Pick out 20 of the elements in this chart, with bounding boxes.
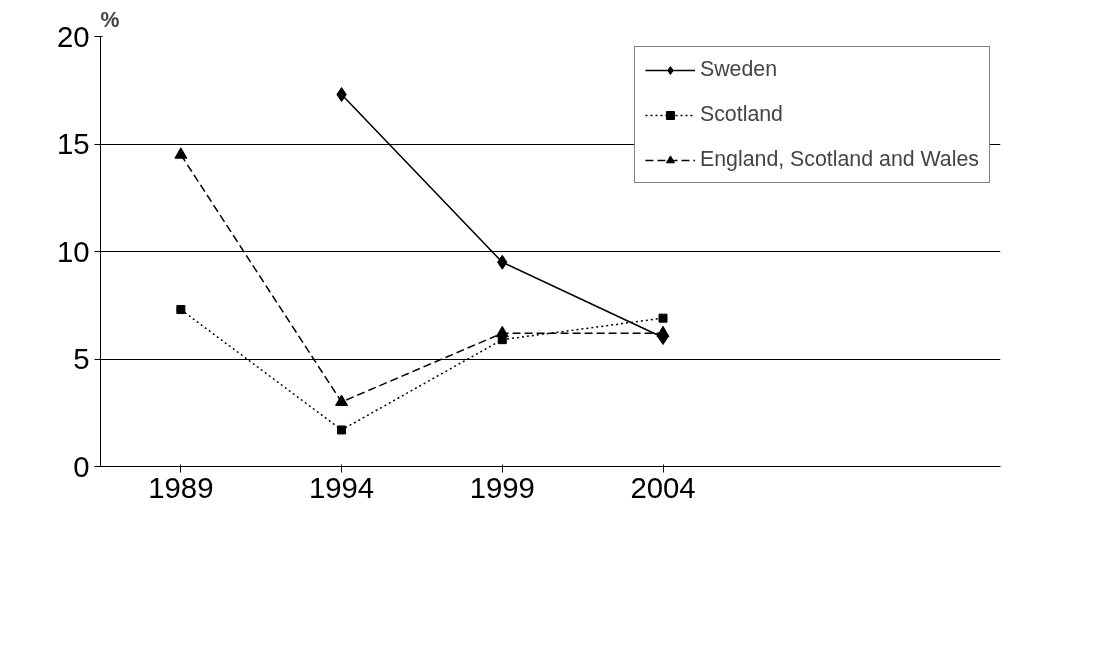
legend-label: Sweden	[699, 57, 778, 82]
point	[335, 394, 349, 406]
legend-label: Scotland	[699, 102, 783, 127]
point	[176, 305, 186, 315]
x-tick-label: 2004	[630, 470, 696, 504]
x-tick-label: 1994	[308, 470, 375, 504]
point	[337, 425, 347, 435]
legend-label: England, Scotland and Wales	[699, 147, 979, 172]
y-axis-title: %	[100, 7, 120, 32]
x-tick-label: 1989	[148, 470, 214, 504]
x-tick-label: 1999	[469, 470, 535, 504]
y-tick-label: 10	[56, 234, 90, 268]
y-tick-label: 0	[73, 449, 90, 483]
point	[658, 313, 668, 323]
point	[174, 147, 188, 159]
point	[656, 325, 670, 338]
y-tick-label: 5	[73, 342, 90, 375]
point	[495, 325, 509, 338]
y-tick-label: 20	[56, 19, 90, 53]
y-tick-label: 15	[56, 127, 90, 160]
